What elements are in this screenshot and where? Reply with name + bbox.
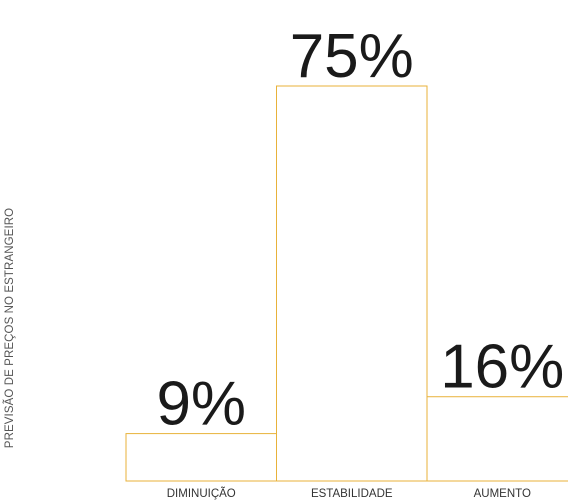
y-axis-label: PREVISÃO DE PREÇOS NO ESTRANGEIRO: [3, 208, 16, 448]
bars-group: [125, 85, 568, 482]
bar-diminuição: [125, 433, 277, 482]
bar-aumento: [426, 396, 568, 482]
value-label: 9%: [156, 370, 246, 439]
category-label: DIMINUIÇÃO: [167, 487, 236, 500]
value-labels-group: 9% 75% 16%: [156, 22, 564, 439]
category-labels-group: DIMINUIÇÃO ESTABILIDADE AUMENTO: [167, 487, 531, 500]
category-label: ESTABILIDADE: [311, 488, 393, 500]
category-label: AUMENTO: [474, 488, 531, 500]
value-label: 75%: [290, 22, 414, 91]
value-label: 16%: [440, 333, 564, 402]
bar-estabilidade: [276, 85, 428, 482]
